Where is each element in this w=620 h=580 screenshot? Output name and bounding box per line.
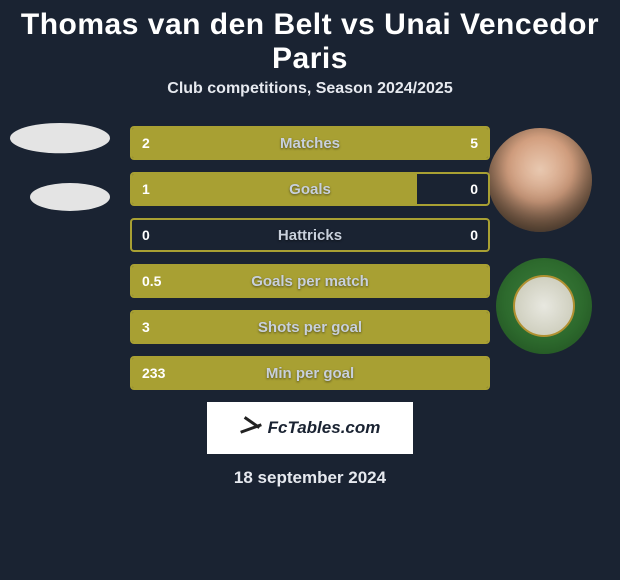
stat-label: Matches [132,128,488,158]
stats-chart: 25Matches 10Goals 00Hattricks 0.5Goals per … [130,118,490,390]
stat-label: Goals per match [132,266,488,296]
stat-label: Hattricks [132,220,488,250]
stat-row: 00Hattricks [130,218,490,252]
player-left-avatar [10,123,110,153]
page-subtitle: Club competitions, Season 2024/2025 [0,80,620,118]
snapshot-date: 18 september 2024 [0,468,620,488]
stat-row: 0.5Goals per match [130,264,490,298]
stat-label: Shots per goal [132,312,488,342]
team-right-avatar [496,258,592,354]
player-right-avatar [488,128,592,232]
brand-text: FcTables.com [268,418,381,438]
stat-label: Min per goal [132,358,488,388]
stat-row: 233Min per goal [130,356,490,390]
brand-logo-icon [240,417,262,439]
stat-row: 10Goals [130,172,490,206]
stat-row: 3Shots per goal [130,310,490,344]
brand-box: FcTables.com [207,402,413,454]
stat-label: Goals [132,174,488,204]
page-title: Thomas van den Belt vs Unai Vencedor Par… [0,0,620,80]
comparison-content: 25Matches 10Goals 00Hattricks 0.5Goals per … [0,118,620,488]
stat-row: 25Matches [130,126,490,160]
team-left-avatar [30,183,110,211]
